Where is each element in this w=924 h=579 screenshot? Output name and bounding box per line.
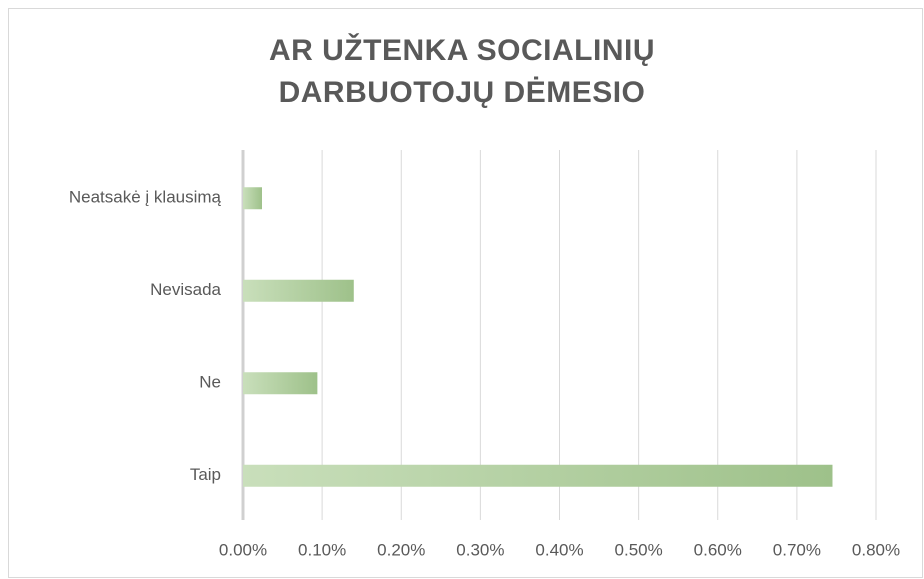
x-tick-label: 0.60% [694,540,742,559]
x-tick-label: 0.00% [219,540,267,559]
y-tick-label: Nevisada [150,280,221,299]
y-tick-label: Neatsakė į klausimą [69,188,222,207]
bar [243,372,318,395]
x-tick-label: 0.50% [615,540,663,559]
bar [243,279,354,302]
x-tick-label: 0.30% [456,540,504,559]
bar [243,187,262,210]
y-tick-label: Taip [190,465,221,484]
bar [243,464,833,487]
x-tick-label: 0.40% [535,540,583,559]
x-tick-label: 0.70% [773,540,821,559]
chart-title: AR UŽTENKA SOCIALINIŲ DARBUOTOJŲ DĖMESIO [268,34,656,109]
x-tick-label: 0.10% [298,540,346,559]
y-tick-label: Ne [199,373,221,392]
x-tick-label: 0.20% [377,540,425,559]
x-tick-label: 0.80% [852,540,900,559]
